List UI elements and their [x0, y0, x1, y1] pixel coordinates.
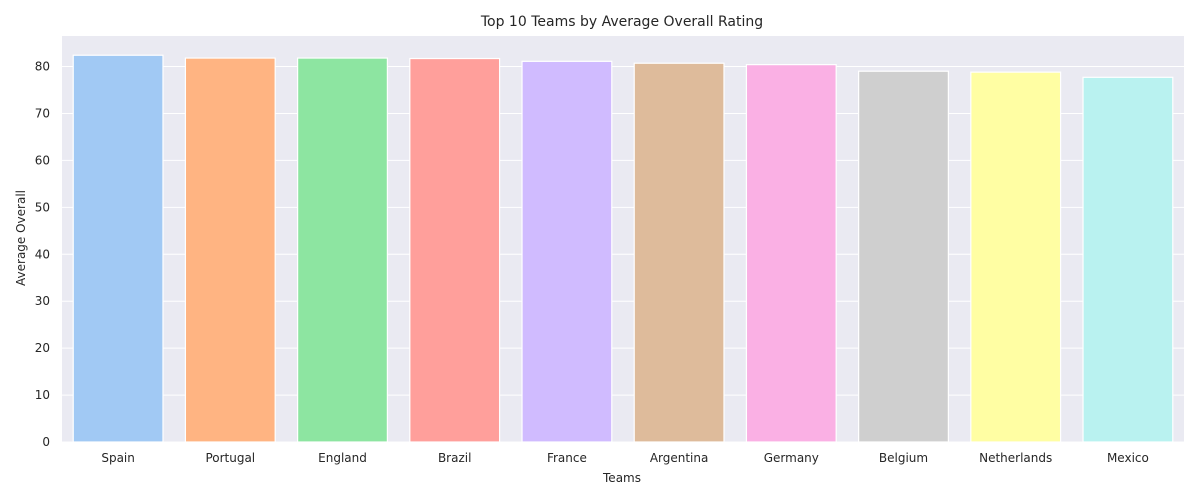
- y-tick-label: 30: [35, 294, 50, 308]
- y-tick-label: 50: [35, 200, 50, 214]
- x-tick-label: Argentina: [650, 451, 709, 465]
- x-tick-label: Brazil: [438, 451, 472, 465]
- x-axis-ticks: Spain Portugal England Brazil France Argentin…: [101, 451, 1149, 465]
- y-tick-label: 60: [35, 153, 50, 167]
- bar-portugal: [184, 57, 276, 443]
- bars: [72, 54, 1174, 443]
- y-tick-label: 0: [42, 435, 50, 449]
- y-tick-label: 40: [35, 247, 50, 261]
- x-tick-label: Netherlands: [979, 451, 1052, 465]
- bar-france: [521, 60, 613, 443]
- x-tick-label: Portugal: [205, 451, 255, 465]
- y-tick-label: 70: [35, 106, 50, 120]
- bar-brazil: [409, 57, 501, 443]
- x-tick-label: Belgium: [879, 451, 928, 465]
- bar-netherlands: [970, 71, 1062, 443]
- y-axis-ticks: 0 10 20 30 40 50 60 70 80: [35, 60, 50, 449]
- y-axis-title: Average Overall: [14, 190, 28, 286]
- x-tick-label: Germany: [764, 451, 819, 465]
- y-tick-label: 80: [35, 60, 50, 74]
- x-axis-title: Teams: [602, 471, 641, 485]
- bar-spain: [72, 54, 164, 443]
- bar-germany: [745, 64, 837, 443]
- bar-argentina: [633, 62, 725, 443]
- bar-belgium: [858, 70, 949, 443]
- x-tick-label: Spain: [101, 451, 135, 465]
- x-tick-label: Mexico: [1107, 451, 1149, 465]
- x-tick-label: England: [318, 451, 367, 465]
- y-tick-label: 20: [35, 341, 50, 355]
- bar-england: [297, 57, 388, 443]
- chart-title: Top 10 Teams by Average Overall Rating: [480, 14, 763, 30]
- y-tick-label: 10: [35, 388, 50, 402]
- bar-mexico: [1082, 76, 1174, 443]
- x-tick-label: France: [547, 451, 587, 465]
